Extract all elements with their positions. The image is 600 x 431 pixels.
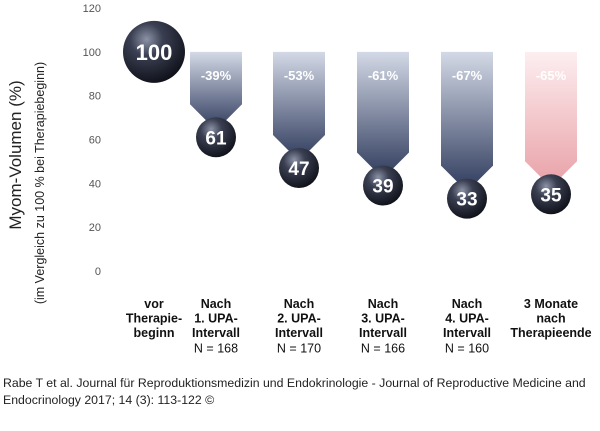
y-tick-label: 120 [83,3,101,15]
category-label: Therapieende [510,326,591,340]
category-label: beginn [134,326,175,340]
change-label: -39% [201,68,232,83]
category-label: 3 Monate [524,297,578,311]
sample-size-label: N = 170 [277,342,321,356]
y-axis-subtitle: (im Vergleich zu 100 % bei Therapiebegin… [33,62,47,304]
category-label: Intervall [359,326,407,340]
value-marker [196,117,236,158]
category-label: Therapie- [126,312,182,326]
value-label: 61 [205,128,227,149]
change-label: -65% [536,68,567,83]
change-label: -67% [452,68,483,83]
change-arrow [273,51,325,161]
change-label: -53% [284,68,315,83]
category-label: Nach [452,297,483,311]
value-label: 33 [456,190,477,211]
y-tick-label: 100 [83,47,101,59]
value-label: 100 [136,40,173,65]
sample-size-label: N = 160 [445,342,489,356]
value-marker [123,20,185,83]
change-arrows: -39% -53% -61% -67% -65% [190,51,577,192]
citation: Rabe T et al. Journal für Reproduktionsm… [3,376,586,407]
change-arrow [357,51,409,179]
value-marker [279,147,319,188]
category-label: Nach [201,297,232,311]
value-marker [447,178,487,219]
y-tick-label: 0 [95,266,101,278]
y-tick-label: 20 [89,222,101,234]
y-tick-label: 80 [89,91,101,103]
category-label: 3. UPA- [361,312,405,326]
value-label: 39 [372,177,393,198]
value-markers: 100 61 47 39 33 35 [123,20,571,219]
change-arrow [525,51,577,188]
value-marker [531,174,571,215]
change-label: -61% [368,68,399,83]
category-label: Intervall [192,326,240,340]
change-arrow [441,51,493,192]
category-label: 4. UPA- [445,312,489,326]
category-label: Nach [368,297,399,311]
category-label: Nach [284,297,315,311]
category-label: Intervall [275,326,323,340]
value-marker [363,165,403,206]
category-label: vor [144,297,164,311]
category-label: 1. UPA- [194,312,238,326]
category-label: nach [536,312,565,326]
y-axis-title: Myom-Volumen (%) [6,80,25,229]
value-label: 47 [288,159,309,180]
sample-size-label: N = 168 [194,342,238,356]
change-arrow [190,51,242,131]
category-label: Intervall [443,326,491,340]
y-tick-label: 40 [89,178,101,190]
y-tick-label: 60 [89,135,101,147]
y-axis: 0 20 40 60 80 100 120 [83,3,101,278]
chart: 0 20 40 60 80 100 120 -39% -53% -61% -67% -65% 100… [6,3,592,356]
sample-size-label: N = 166 [361,342,405,356]
value-label: 35 [540,185,562,206]
category-label: 2. UPA- [277,312,321,326]
